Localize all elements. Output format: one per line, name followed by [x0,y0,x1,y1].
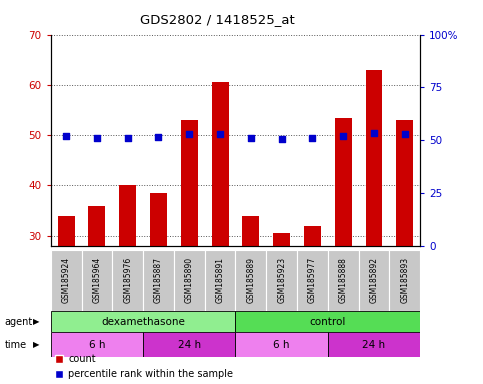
Text: GSM185923: GSM185923 [277,257,286,303]
Bar [143,250,174,311]
Text: GSM185977: GSM185977 [308,257,317,303]
Bar [57,215,74,246]
Bar [266,250,297,311]
Bar [82,250,112,311]
Point [401,131,409,137]
Text: GSM185888: GSM185888 [339,257,348,303]
Bar [88,205,105,246]
Bar [212,82,228,246]
Point [216,131,224,137]
Text: GSM185890: GSM185890 [185,257,194,303]
Text: ▶: ▶ [33,340,40,349]
Text: control: control [310,316,346,327]
Text: GDS2802 / 1418525_at: GDS2802 / 1418525_at [140,13,295,26]
Text: ▶: ▶ [33,317,40,326]
Bar [205,250,236,311]
Bar [366,70,383,246]
Bar [236,311,420,332]
Bar [335,118,352,246]
Bar [51,332,143,357]
Point [309,135,316,141]
Text: GSM185924: GSM185924 [62,257,71,303]
Bar [389,250,420,311]
Bar [273,233,290,246]
Bar [304,226,321,246]
Bar [242,215,259,246]
Bar [297,250,328,311]
Bar [119,185,136,246]
Text: GSM185889: GSM185889 [246,257,256,303]
Text: 6 h: 6 h [273,339,290,350]
Point [93,135,101,141]
Point [185,131,193,137]
Bar [51,250,82,311]
Bar [51,311,236,332]
Text: GSM185892: GSM185892 [369,257,379,303]
Bar [328,250,358,311]
Legend: count, percentile rank within the sample: count, percentile rank within the sample [56,354,233,379]
Text: agent: agent [5,316,33,327]
Point [124,135,131,141]
Bar [181,120,198,246]
Point [278,136,285,142]
Text: 24 h: 24 h [362,339,385,350]
Bar [112,250,143,311]
Text: dexamethasone: dexamethasone [101,316,185,327]
Text: 6 h: 6 h [89,339,105,350]
Point [247,135,255,141]
Point [155,134,162,140]
Bar [397,120,413,246]
Text: GSM185891: GSM185891 [215,257,225,303]
Text: 24 h: 24 h [178,339,201,350]
Text: GSM185964: GSM185964 [92,257,101,303]
Point [62,133,70,139]
Bar [150,193,167,246]
Bar [143,332,236,357]
Bar [174,250,205,311]
Text: time: time [5,339,27,350]
Text: GSM185893: GSM185893 [400,257,409,303]
Text: GSM185887: GSM185887 [154,257,163,303]
Point [370,130,378,136]
Point [340,133,347,139]
Text: GSM185976: GSM185976 [123,257,132,303]
Bar [236,250,266,311]
Bar [358,250,389,311]
Bar [236,332,328,357]
Bar [328,332,420,357]
